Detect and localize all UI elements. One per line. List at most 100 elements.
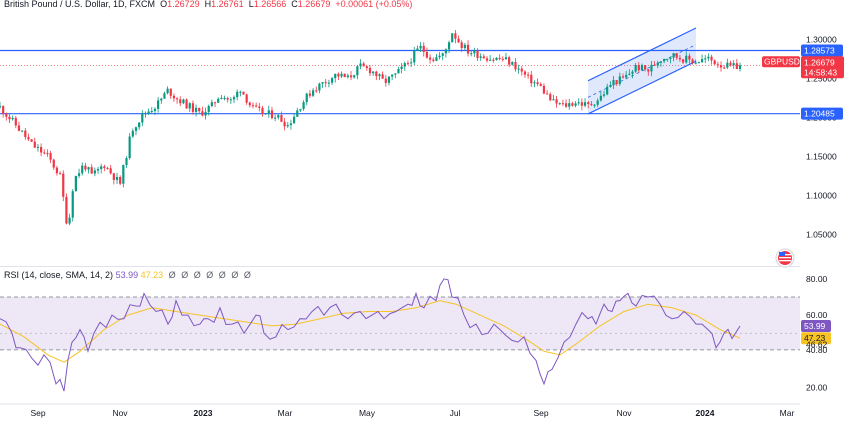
- candle-body: [201, 111, 204, 116]
- open-value: 1.26729: [167, 0, 200, 9]
- candle-body: [650, 64, 653, 72]
- price-tick-label: 1.15000: [806, 152, 837, 162]
- candle-body: [719, 65, 723, 68]
- close-value: 1.26679: [297, 0, 331, 9]
- candle-body: [62, 173, 65, 197]
- rsi-current-value: 53.99: [115, 270, 139, 280]
- channel-lower-line[interactable]: [587, 60, 697, 115]
- candle-body: [163, 93, 166, 99]
- time-tick-label: May: [359, 408, 376, 418]
- channel-mid-line[interactable]: [587, 44, 697, 98]
- change-value: +0.00061 (+0.05%): [335, 0, 413, 9]
- candle-body: [217, 98, 220, 103]
- candle-body: [311, 90, 315, 96]
- candle-body: [413, 50, 416, 63]
- candle-body: [330, 78, 334, 83]
- candle-body: [707, 56, 710, 59]
- candle-body: [656, 62, 659, 66]
- candle-body: [542, 85, 546, 94]
- visibility-icon[interactable]: Ø: [181, 270, 189, 280]
- candle-body: [21, 130, 24, 132]
- candle-body: [422, 45, 425, 52]
- candle-body: [612, 80, 615, 86]
- candle-body: [302, 102, 305, 109]
- candle-body: [403, 63, 406, 67]
- candle-body: [675, 53, 678, 58]
- time-tick-label: Mar: [278, 408, 293, 418]
- candle-body: [489, 59, 492, 61]
- candle-body: [593, 104, 596, 106]
- candle-body: [166, 88, 169, 94]
- candle-body: [327, 82, 330, 84]
- candle-body: [688, 55, 691, 60]
- visibility-icon[interactable]: Ø: [193, 270, 201, 280]
- visibility-icon[interactable]: Ø: [243, 270, 251, 280]
- candle-body: [122, 164, 125, 184]
- candle-body: [723, 67, 726, 69]
- candle-body: [694, 62, 697, 64]
- candle-body: [697, 62, 700, 64]
- candle-body: [700, 59, 704, 63]
- time-tick-label: Jul: [450, 408, 461, 418]
- candle-body: [220, 98, 223, 100]
- current-price-label: 1.26679: [804, 57, 835, 67]
- candle-body: [258, 106, 261, 108]
- candle-body: [609, 85, 612, 87]
- candle-body: [261, 107, 264, 114]
- level-price-label: 1.20485: [804, 109, 835, 119]
- candle-body: [558, 103, 561, 105]
- candle-body: [5, 113, 8, 117]
- flag-canton: [779, 252, 785, 256]
- candle-body: [33, 141, 36, 148]
- candle-body: [318, 83, 321, 91]
- rsi-extra-label: 46.62: [806, 339, 828, 349]
- symbol-tag-label: GBPUSD: [764, 56, 800, 66]
- candle-body: [71, 191, 74, 218]
- visibility-icon[interactable]: Ø: [206, 270, 214, 280]
- candle-body: [359, 63, 362, 67]
- candle-body: [672, 53, 675, 58]
- candle-body: [634, 65, 637, 72]
- candle-body: [653, 64, 656, 66]
- candle-body: [545, 93, 549, 95]
- candle-body: [663, 59, 666, 62]
- candle-body: [511, 62, 514, 65]
- candle-body: [169, 88, 172, 96]
- candle-body: [112, 173, 115, 180]
- candle-body: [299, 108, 302, 111]
- candle-body: [340, 73, 343, 77]
- candle-body: [599, 95, 602, 101]
- candle-body: [46, 152, 49, 154]
- candle-body: [397, 68, 400, 74]
- candle-body: [36, 146, 40, 148]
- candle-body: [245, 94, 248, 103]
- time-tick-label: 2024: [696, 408, 715, 418]
- candle-body: [2, 106, 5, 114]
- candle-body: [583, 102, 587, 106]
- channel-upper-line[interactable]: [587, 27, 697, 82]
- candle-body: [153, 108, 157, 112]
- candle-body: [485, 58, 489, 61]
- candle-body: [681, 59, 685, 63]
- candle-body: [732, 63, 735, 66]
- candle-body: [337, 73, 340, 77]
- visibility-icon[interactable]: Ø: [231, 270, 239, 280]
- candle-body: [735, 63, 738, 70]
- candle-body: [482, 56, 485, 59]
- flag-stripe: [779, 257, 791, 259]
- candle-body: [267, 110, 270, 114]
- candle-body: [501, 58, 504, 60]
- visibility-icon[interactable]: Ø: [168, 270, 176, 280]
- pane-separator[interactable]: [0, 266, 800, 267]
- candle-body: [451, 33, 454, 43]
- candle-body: [561, 103, 565, 105]
- visibility-icon[interactable]: Ø: [218, 270, 226, 280]
- candle-body: [726, 62, 729, 68]
- candle-body: [103, 166, 106, 169]
- candle-body: [204, 111, 207, 116]
- candle-body: [463, 44, 466, 49]
- candle-body: [343, 73, 346, 78]
- candle-body: [378, 74, 381, 77]
- candle-body: [40, 146, 43, 153]
